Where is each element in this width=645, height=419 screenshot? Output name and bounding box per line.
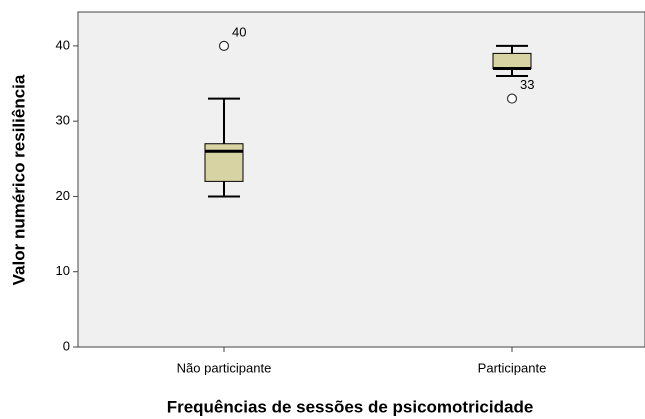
- y-tick-label: 20: [56, 188, 70, 203]
- outlier-label: 40: [232, 24, 246, 39]
- y-tick-label: 30: [56, 113, 70, 128]
- x-tick-label: Participante: [478, 360, 547, 375]
- plot-area: [77, 11, 645, 348]
- x-tick-label: Não participante: [177, 360, 272, 375]
- x-axis-title: Frequências de sessões de psicomotricida…: [167, 397, 534, 416]
- y-tick-label: 40: [56, 37, 70, 52]
- y-tick-label: 0: [63, 338, 70, 353]
- box: [492, 52, 532, 69]
- y-axis-title: Valor numérico resiliência: [9, 74, 28, 285]
- outlier-label: 33: [520, 77, 534, 92]
- outlier: [506, 93, 518, 104]
- y-tick-label: 10: [56, 263, 70, 278]
- box: [204, 143, 244, 182]
- outlier: [218, 40, 230, 51]
